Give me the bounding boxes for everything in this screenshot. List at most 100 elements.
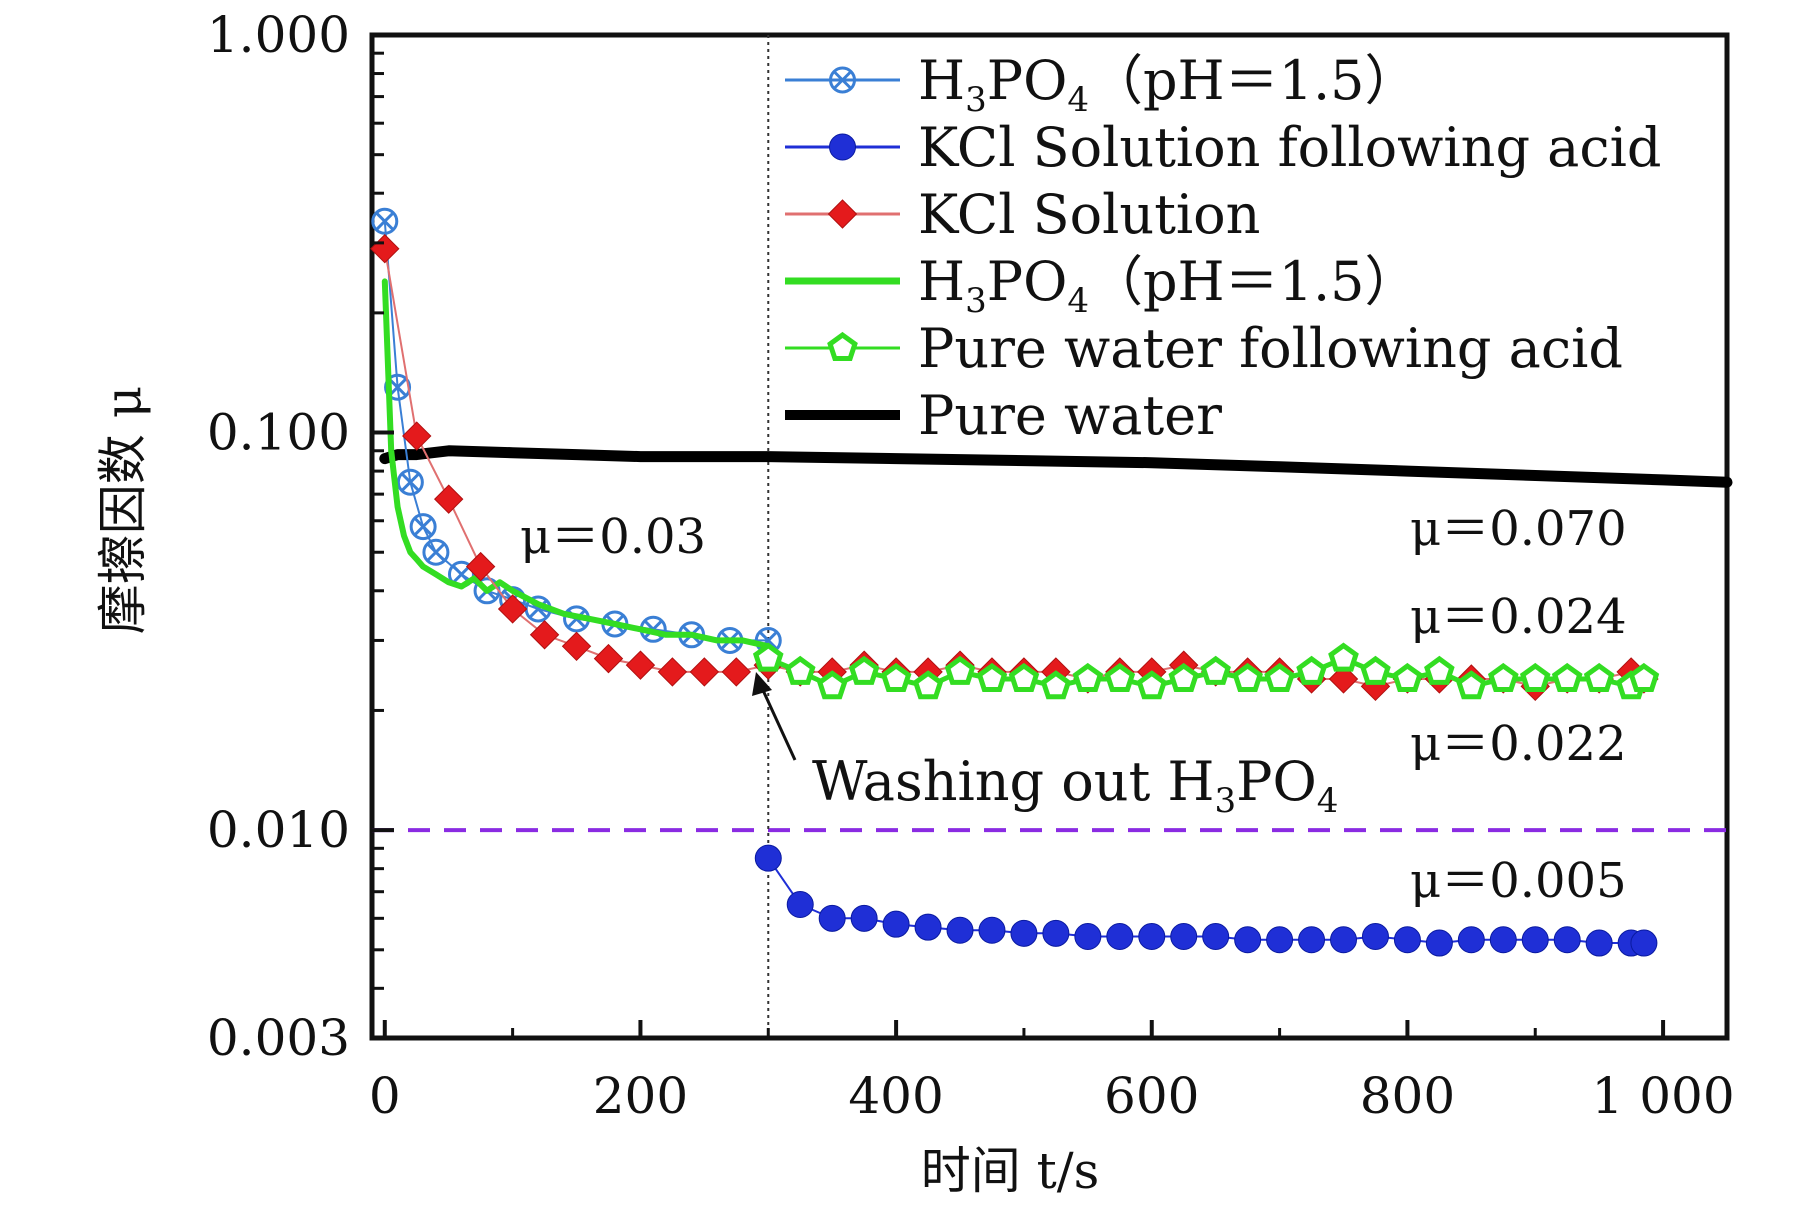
axes-layer: 0 200 400 600 800 1 000 0.003 0.010 0.100 1.000 <box>207 6 1735 1125</box>
legend-subscript: 3 <box>965 80 987 120</box>
data-point <box>944 655 976 685</box>
legend-marker <box>827 331 858 361</box>
x-tick-label: 800 <box>1360 1067 1455 1125</box>
data-point <box>1457 926 1485 954</box>
data-point <box>529 620 560 650</box>
series-0 <box>371 207 782 654</box>
legend-text-part: Pure water <box>918 384 1222 447</box>
series-line <box>381 278 772 650</box>
data-point <box>786 891 814 919</box>
data-point <box>1425 929 1453 957</box>
data-point <box>1138 923 1166 951</box>
data-point <box>433 484 464 514</box>
series-3 <box>381 278 772 650</box>
label-text-part: Washing out H <box>812 750 1215 813</box>
data-point <box>1202 923 1230 951</box>
data-point <box>1042 919 1070 947</box>
marker-cross <box>452 565 471 584</box>
mu-annotation: μ＝0.005 <box>1410 853 1627 909</box>
data-point <box>1104 662 1136 692</box>
y-tick-label: 0.003 <box>207 1009 350 1067</box>
x-tick-label: 1 000 <box>1592 1067 1735 1125</box>
legend-text-part: PO <box>987 250 1068 313</box>
legend-text-part: （pH＝1.5） <box>1089 49 1419 112</box>
data-point <box>1266 926 1294 954</box>
data-point <box>850 904 878 932</box>
legend-label: H3PO4（pH＝1.5） <box>918 250 1419 321</box>
marker-cross <box>414 517 433 536</box>
legend-entry: KCl Solution <box>785 183 1260 246</box>
data-point <box>1583 662 1615 692</box>
data-point <box>371 207 399 235</box>
data-point <box>848 655 880 685</box>
data-point <box>976 662 1008 692</box>
data-point <box>880 662 912 692</box>
data-point <box>914 913 942 941</box>
annotation-arrowhead <box>752 672 772 696</box>
marker-circle <box>371 207 399 235</box>
legend-label: Pure water following acid <box>918 317 1623 380</box>
marker-cross <box>375 212 394 231</box>
marker-cross <box>833 70 852 90</box>
marker-circle <box>409 513 437 541</box>
legend-entry: KCl Solution following acid <box>785 116 1661 179</box>
data-point <box>1328 642 1359 672</box>
data-point <box>1234 926 1262 954</box>
data-point <box>422 538 450 566</box>
y-axis-title: 摩擦因数 μ <box>94 386 152 634</box>
legend-text-part: Pure water following acid <box>918 317 1623 380</box>
data-point <box>1170 923 1198 951</box>
marker-circle <box>384 373 412 401</box>
data-point <box>1424 655 1455 685</box>
washing-out-label: Washing out H3PO4 <box>812 750 1338 821</box>
legend: H3PO4（pH＝1.5）KCl Solution following acid… <box>785 49 1661 447</box>
legend-label: H3PO4（pH＝1.5） <box>918 49 1419 120</box>
x-tick-label: 600 <box>1104 1067 1199 1125</box>
data-point <box>1393 926 1421 954</box>
legend-entry: Pure water following acid <box>785 317 1623 380</box>
legend-label: Pure water <box>918 384 1222 447</box>
data-point <box>384 373 412 401</box>
series-5 <box>379 445 1733 488</box>
data-point <box>1136 670 1168 700</box>
data-point <box>754 844 782 872</box>
legend-entry: H3PO4（pH＝1.5） <box>785 250 1419 321</box>
data-point <box>912 670 944 700</box>
legend-marker <box>829 133 856 161</box>
data-point <box>784 655 816 685</box>
legend-text-part: H <box>918 49 965 112</box>
data-point <box>1072 662 1104 692</box>
data-point <box>1010 919 1038 947</box>
data-point <box>402 421 432 451</box>
y-tick-label: 0.010 <box>207 801 350 859</box>
x-axis-title: 时间 t/s <box>921 1142 1100 1200</box>
data-point <box>816 670 848 700</box>
marker-circle <box>829 66 856 94</box>
legend-text-part: PO <box>987 49 1068 112</box>
data-point <box>1628 662 1660 692</box>
legend-marker <box>829 66 856 94</box>
legend-text-part: H <box>918 250 965 313</box>
data-point <box>1106 923 1134 951</box>
marker-cross <box>388 378 407 397</box>
legend-entry: H3PO4（pH＝1.5） <box>785 49 1419 120</box>
x-tick-label: 400 <box>848 1067 943 1125</box>
legend-subscript: 4 <box>1067 80 1089 120</box>
data-point <box>721 657 752 687</box>
x-tick-label: 200 <box>593 1067 688 1125</box>
legend-marker <box>827 199 858 229</box>
data-point <box>978 916 1006 944</box>
data-point <box>593 643 624 674</box>
plot-frame <box>369 32 1730 1041</box>
marker-circle <box>422 538 450 566</box>
data-point <box>497 594 528 624</box>
data-point <box>752 642 784 672</box>
legend-text-part: （pH＝1.5） <box>1089 250 1419 313</box>
data-point <box>1630 929 1658 957</box>
mu-annotation: μ＝0.03 <box>520 509 706 565</box>
annotation-arrow <box>760 687 797 761</box>
data-point <box>1200 655 1231 685</box>
legend-label: KCl Solution <box>918 183 1260 246</box>
data-point <box>1264 662 1295 692</box>
